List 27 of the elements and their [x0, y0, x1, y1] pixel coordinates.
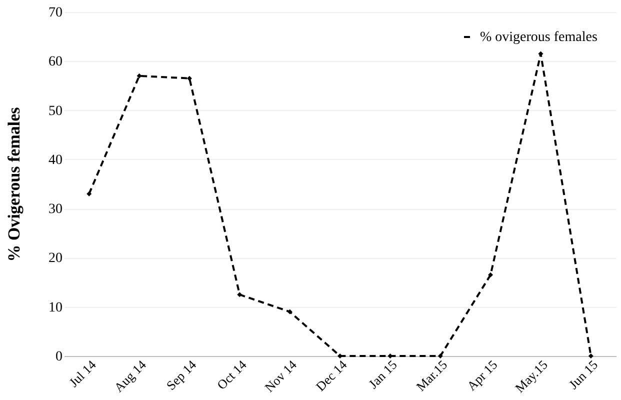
x-tick-label: Dec 14	[312, 356, 350, 394]
x-tick-label: Apr 15	[464, 357, 500, 394]
point	[86, 191, 92, 196]
point	[136, 73, 142, 78]
x-tick-label: Jan 15	[366, 357, 400, 392]
y-tick-label: 70	[48, 6, 62, 20]
x-tick-label: Oct 14	[214, 356, 250, 392]
x-tick-label: Nov 14	[262, 356, 300, 396]
y-tick-label: 40	[48, 152, 62, 168]
y-axis-title: % Ovigerous females	[4, 106, 24, 262]
x-tick-label: Aug 14	[111, 356, 150, 396]
y-tick-label: 50	[48, 104, 62, 119]
point	[287, 309, 292, 314]
y-tick-label: 10	[48, 300, 62, 316]
x-tick-label: Jun 15	[566, 357, 601, 392]
point	[237, 292, 242, 298]
y-tick-label: 60	[48, 54, 62, 70]
x-tick-label: Jul 14	[66, 356, 100, 390]
x-tick-label: Sep 14	[163, 356, 200, 393]
point	[588, 354, 594, 358]
point	[488, 272, 494, 278]
y-tick-label: 20	[48, 251, 62, 266]
point	[186, 76, 192, 81]
point	[438, 354, 443, 358]
y-tick-label: 30	[48, 202, 62, 218]
legend-label: % ovigerous females	[480, 30, 598, 45]
y-tick-label: 0	[56, 350, 62, 364]
